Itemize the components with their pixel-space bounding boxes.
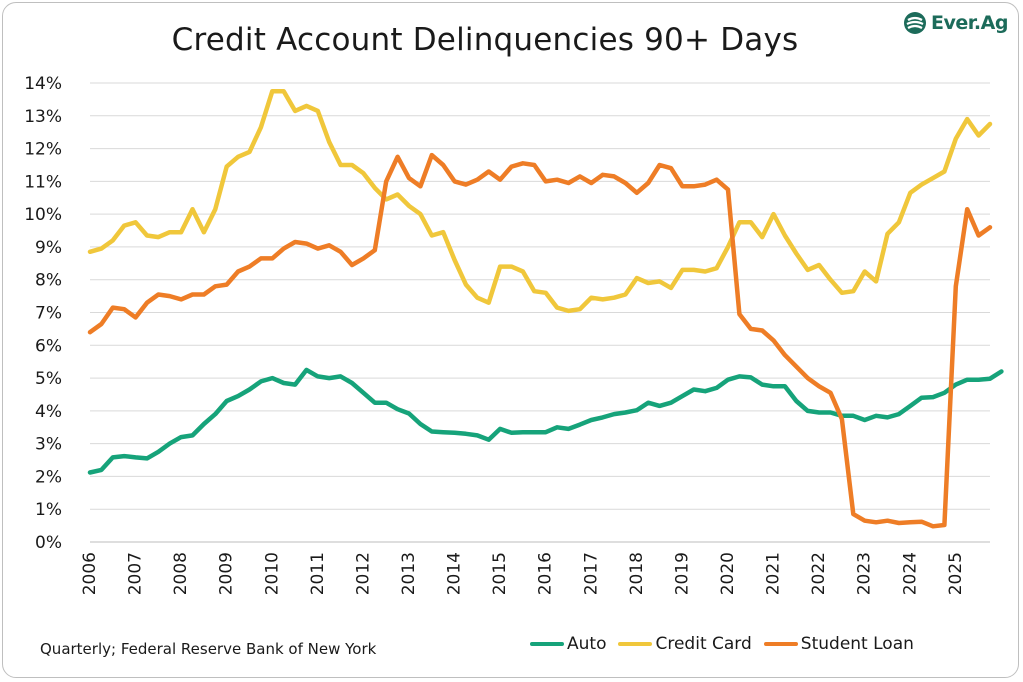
series-line-auto xyxy=(87,367,1004,475)
legend-swatch-auto xyxy=(530,642,564,646)
x-tick-label: 2021 xyxy=(764,552,784,595)
y-tick-label: 14% xyxy=(24,74,62,94)
x-tick-label: 2024 xyxy=(900,552,920,595)
chart-title: Credit Account Delinquencies 90+ Days xyxy=(171,22,799,58)
x-tick-label: 2006 xyxy=(80,552,100,595)
x-tick-label: 2020 xyxy=(718,552,738,595)
x-tick-label: 2025 xyxy=(946,552,966,595)
y-tick-label: 8% xyxy=(35,271,62,291)
legend-label-student-loan: Student Loan xyxy=(800,634,914,654)
x-tick-label: 2023 xyxy=(855,552,875,595)
x-tick-label: 2017 xyxy=(581,552,601,595)
x-tick-label: 2014 xyxy=(445,552,465,595)
x-tick-label: 2015 xyxy=(490,552,510,595)
x-tick-label: 2013 xyxy=(399,552,419,595)
x-tick-label: 2019 xyxy=(672,552,692,595)
x-tick-label: 2022 xyxy=(809,552,829,595)
x-tick-label: 2009 xyxy=(217,552,237,595)
x-tick-label: 2012 xyxy=(353,552,373,595)
ever-ag-logo: Ever.Ag xyxy=(902,8,1008,38)
y-tick-label: 11% xyxy=(24,172,62,192)
legend-item-credit-card: Credit Card xyxy=(618,634,752,654)
legend-swatch-student-loan xyxy=(763,642,798,646)
y-tick-label: 7% xyxy=(35,304,62,324)
y-tick-label: 0% xyxy=(35,533,62,553)
legend: Auto Credit Card Student Loan xyxy=(530,634,926,654)
ever-ag-logo-text: Ever.Ag xyxy=(931,12,1008,34)
legend-swatch-credit-card xyxy=(618,642,653,646)
y-tick-label: 10% xyxy=(24,205,62,225)
gridlines xyxy=(90,82,990,543)
y-tick-label: 4% xyxy=(35,402,62,422)
y-axis-tick-labels: 0% 1% 2% 3% 4% 5% 6% 7% 8% 9% 10% 11% 12% 13% 14% xyxy=(24,74,62,553)
ever-ag-logo-icon xyxy=(904,12,926,34)
x-axis-tick-labels: 2006 2007 2008 2009 2010 2011 2012 2013 2014 2015… xyxy=(80,552,966,595)
y-tick-label: 5% xyxy=(35,369,62,389)
source-note: Quarterly; Federal Reserve Bank of New Y… xyxy=(40,640,377,658)
y-tick-label: 6% xyxy=(35,336,62,356)
legend-label-auto: Auto xyxy=(567,634,607,654)
legend-item-student-loan: Student Loan xyxy=(763,634,914,654)
x-tick-label: 2018 xyxy=(627,552,647,595)
y-tick-label: 1% xyxy=(35,500,62,520)
series-line-student-loan xyxy=(87,152,993,529)
y-tick-label: 3% xyxy=(35,435,62,455)
y-tick-label: 9% xyxy=(35,238,62,258)
legend-item-auto: Auto xyxy=(530,634,606,654)
x-tick-label: 2016 xyxy=(536,552,556,595)
y-tick-label: 13% xyxy=(24,107,62,127)
series-lines xyxy=(87,88,1004,529)
x-tick-label: 2011 xyxy=(308,552,328,595)
x-tick-label: 2008 xyxy=(171,552,191,595)
x-tick-label: 2010 xyxy=(262,552,282,595)
x-tick-label: 2007 xyxy=(126,552,146,595)
series-line-credit-card xyxy=(87,88,993,314)
legend-label-credit-card: Credit Card xyxy=(655,634,752,654)
y-tick-label: 12% xyxy=(24,140,62,160)
y-tick-label: 2% xyxy=(35,467,62,487)
